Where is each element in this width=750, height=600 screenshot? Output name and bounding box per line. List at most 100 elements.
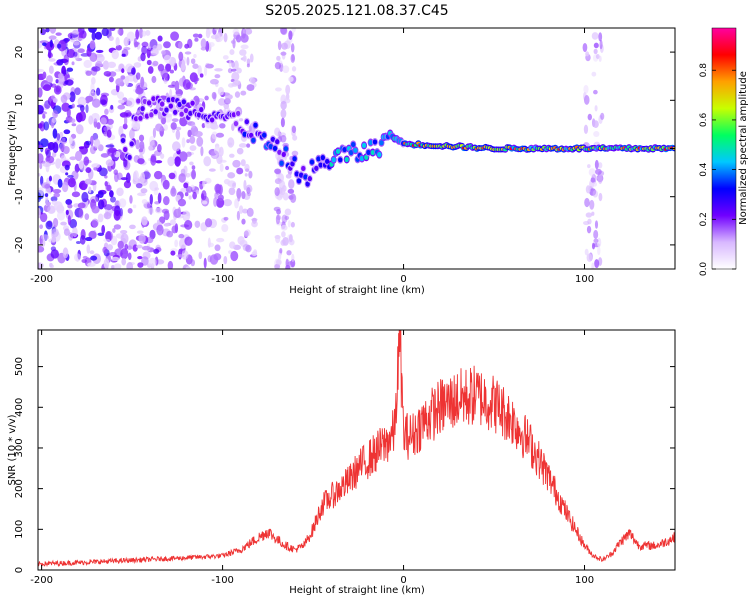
heatmap-noise-cell: [84, 178, 92, 185]
heatmap-ridge-cell: [353, 147, 358, 153]
heatmap-noise-cell: [186, 139, 190, 144]
heatmap-noise-cell: [251, 78, 256, 84]
heatmap-noise-cell: [238, 143, 247, 148]
heatmap-noise-cell: [194, 37, 199, 42]
heatmap-noise-cell: [249, 53, 254, 63]
heatmap-noise-cell: [108, 76, 114, 83]
heatmap-noise-cell: [276, 55, 281, 61]
heatmap-noise-cell: [288, 30, 293, 41]
heatmap-noise-cell: [103, 238, 111, 242]
heatmap-noise-cell: [51, 228, 59, 238]
heatmap-noise-cell: [69, 218, 78, 229]
heatmap-noise-cell: [288, 238, 295, 246]
heatmap-noise-cell: [178, 151, 188, 162]
heatmap-noise-cell: [99, 167, 108, 177]
heatmap-noise-cell: [66, 107, 71, 118]
heatmap-noise-cell: [251, 217, 258, 222]
colorbar-tick-label: 0.4: [699, 162, 709, 177]
heatmap-noise-cell: [599, 39, 603, 50]
heatmap-noise-cell: [69, 91, 76, 103]
heatmap-noise-cell: [73, 41, 80, 46]
heatmap-ridge-cell: [251, 137, 256, 143]
heatmap-noise-cell: [55, 158, 62, 169]
snr-ticks: -200 -100 0 100 0 100 200 300 400 500: [14, 330, 675, 586]
heatmap-noise-cell: [292, 135, 298, 141]
heatmap-noise-cell: [57, 178, 63, 188]
colorbar-tick-label: 0.8: [699, 63, 709, 78]
heatmap-noise-cell: [288, 76, 294, 82]
heatmap-noise-cell: [241, 190, 246, 200]
heatmap-noise-cell: [184, 192, 189, 197]
heatmap-noise-cell: [177, 206, 181, 217]
heatmap-noise-cell: [103, 71, 112, 77]
heatmap-noise-cell: [598, 55, 602, 62]
snr-ylabel: SNR (10 * v/v): [7, 414, 18, 485]
heatmap-noise-cell: [68, 136, 73, 145]
heatmap-noise-cell: [215, 189, 221, 195]
heatmap-ridge-cell: [298, 172, 304, 178]
heatmap-noise-cell: [210, 150, 220, 160]
heatmap-noise-cell: [288, 195, 294, 200]
heatmap-noise-cell: [156, 219, 161, 225]
heatmap-noise-cell: [161, 50, 166, 55]
heatmap-noise-cell: [280, 51, 287, 56]
heatmap-ridge-cell: [253, 122, 258, 128]
heatmap-noise-cell: [120, 229, 128, 234]
heatmap-noise-cell: [121, 257, 127, 266]
heatmap-noise-cell: [73, 253, 82, 262]
heatmap-ridge-cell: [270, 136, 276, 142]
heatmap-noise-cell: [106, 129, 112, 138]
heatmap-noise-cell: [120, 248, 129, 260]
heatmap-noise-cell: [197, 33, 203, 39]
heatmap-noise-cell: [170, 122, 177, 130]
heatmap-noise-cell: [110, 196, 116, 203]
heatmap-noise-cell: [120, 233, 129, 244]
heatmap-noise-cell: [228, 250, 232, 254]
heatmap-noise-cell: [287, 188, 295, 194]
heatmap-noise-cell: [203, 257, 207, 269]
heatmap-noise-cell: [148, 145, 153, 151]
heatmap-noise-cell: [238, 205, 244, 214]
heatmap-image: [38, 28, 675, 269]
heatmap-noise-cell: [184, 220, 193, 230]
heatmap-ytick-label: 0: [14, 145, 25, 151]
heatmap-ridge-cell: [133, 116, 139, 122]
heatmap-noise-cell: [134, 42, 140, 46]
heatmap-noise-cell: [84, 213, 90, 221]
heatmap-noise-cell: [240, 159, 246, 167]
snr-xlabel: Height of straight line (km): [289, 585, 425, 596]
heatmap-ridge-cell: [342, 146, 347, 153]
heatmap-noise-cell: [62, 247, 69, 259]
heatmap-noise-cell: [39, 212, 48, 223]
heatmap-noise-cell: [101, 28, 109, 37]
heatmap-noise-cell: [44, 184, 51, 189]
heatmap-noise-cell: [185, 151, 192, 157]
heatmap-ridge-cell: [279, 160, 284, 166]
heatmap-noise-cell: [275, 214, 281, 225]
heatmap-noise-cell: [185, 266, 191, 269]
heatmap-noise-cell: [135, 139, 140, 150]
heatmap-noise-cell: [127, 208, 133, 214]
heatmap-noise-cell: [136, 109, 141, 114]
heatmap-noise-cell: [287, 220, 291, 228]
heatmap-noise-cell: [201, 200, 208, 205]
heatmap-noise-cell: [282, 192, 289, 201]
heatmap-noise-cell: [202, 180, 206, 188]
heatmap-noise-cell: [140, 76, 145, 88]
heatmap-noise-cell: [227, 172, 236, 179]
heatmap-ridge-cell: [305, 181, 310, 187]
heatmap-noise-cell: [113, 169, 119, 176]
heatmap-noise-cell: [288, 179, 295, 189]
heatmap-noise-cell: [167, 84, 177, 88]
heatmap-noise-cell: [179, 116, 188, 127]
heatmap-noise-cell: [233, 79, 241, 86]
heatmap-noise-cell: [244, 173, 248, 177]
heatmap-noise-cell: [233, 60, 239, 71]
heatmap-noise-cell: [218, 194, 224, 201]
heatmap-noise-cell: [240, 33, 249, 43]
heatmap-noise-cell: [49, 28, 57, 34]
heatmap-noise-cell: [290, 221, 295, 228]
heatmap-noise-cell: [175, 126, 182, 131]
heatmap-noise-cell: [234, 198, 239, 209]
heatmap-noise-cell: [245, 244, 252, 253]
